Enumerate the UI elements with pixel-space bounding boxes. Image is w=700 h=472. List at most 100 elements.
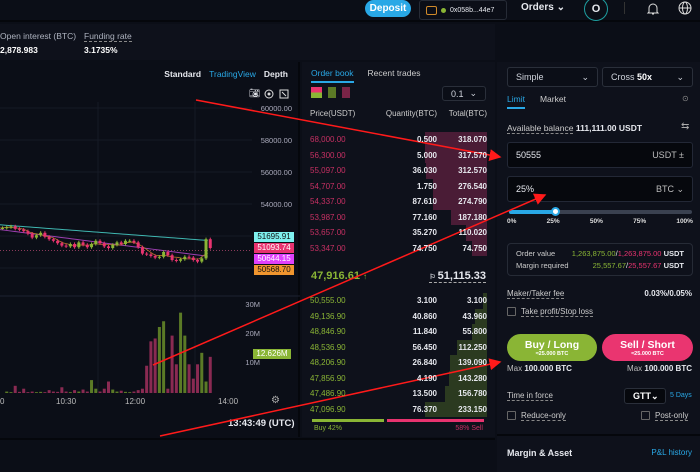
candle <box>200 258 204 262</box>
layout-bids-icon[interactable] <box>328 87 336 98</box>
sell-percent: 58% Sell <box>455 425 483 432</box>
time-in-force-select[interactable]: GTT ⌄ <box>624 388 666 404</box>
post-only-checkbox[interactable]: Post-only <box>641 411 689 421</box>
quantity: 5.000 <box>416 150 437 160</box>
slider-label[interactable]: 0% <box>507 218 517 225</box>
fee-label[interactable]: Maker/Taker fee <box>507 289 565 299</box>
tif-days-link[interactable]: 5 Days <box>670 392 692 399</box>
info-icon[interactable]: ⊙ <box>682 94 689 103</box>
layout-both-icon[interactable] <box>311 87 322 98</box>
price: 49,136.90 <box>310 311 346 321</box>
bid-row[interactable]: 47,856.90 4.190 143.280 <box>302 370 495 386</box>
chevron-down-icon: ⌄ <box>676 71 684 82</box>
volume-bar <box>39 391 43 393</box>
time-tick: 14:00 <box>218 397 239 406</box>
candle <box>34 235 38 238</box>
time-in-force-label[interactable]: Time in force <box>507 391 553 401</box>
funding-rate-label[interactable]: Funding rate <box>84 31 132 42</box>
bid-row[interactable]: 49,136.90 40.860 43.960 <box>302 308 495 324</box>
candle <box>157 256 161 258</box>
tab-order-book[interactable]: Order book <box>311 68 354 83</box>
bid-row[interactable]: 48,536.90 56.450 112.250 <box>302 339 495 355</box>
candle <box>170 255 174 260</box>
chart-settings-icon[interactable]: ⚙ <box>271 395 280 406</box>
buy-long-button[interactable]: Buy / Long ≈25.000 BTC <box>507 334 597 361</box>
ask-row[interactable]: 53,657.00 35.270 110.020 <box>302 225 495 241</box>
bid-row[interactable]: 50,555.00 3.100 3.100 <box>302 293 495 309</box>
volume-bar <box>115 391 119 393</box>
candle <box>162 252 166 257</box>
bid-row[interactable]: 48,846.90 11.840 55.800 <box>302 324 495 340</box>
camera-icon[interactable]: 📷︎ <box>249 88 261 98</box>
tab-market[interactable]: Market <box>539 94 566 104</box>
bottom-panel <box>0 438 495 472</box>
bid-row[interactable]: 47,096.90 76.370 233.150 <box>302 401 495 417</box>
ask-row[interactable]: 55,097.00 36.030 312.570 <box>302 163 495 179</box>
orders-menu[interactable]: Orders ⌄ <box>521 2 565 13</box>
sell-short-button[interactable]: Sell / Short ≈25.000 BTC <box>602 334 693 361</box>
bell-icon[interactable] <box>646 1 660 16</box>
plus-minus-icon[interactable]: ± <box>679 150 684 160</box>
price-input[interactable]: 50555 USDT ± <box>507 142 693 168</box>
reduce-only-checkbox[interactable]: Reduce-only <box>507 411 566 421</box>
last-price: 47,916.61 <box>311 270 360 282</box>
header-price: Price(USDT) <box>310 109 356 118</box>
bid-row[interactable]: 48,206.90 26.840 139.090 <box>302 355 495 371</box>
wallet-button[interactable]: 0x058b...44e7 <box>419 0 507 20</box>
pnl-history-link[interactable]: P&L history <box>651 448 692 457</box>
sell-ratio <box>387 419 484 422</box>
step-select[interactable]: 0.1 ⌄ <box>442 86 486 101</box>
mark-price[interactable]: ⚐ 51,115.33 <box>429 270 486 283</box>
slider-label[interactable]: 25% <box>546 218 560 225</box>
volume-bar <box>187 364 191 393</box>
total: 74.750 <box>462 243 487 253</box>
slider-label[interactable]: 100% <box>676 218 693 225</box>
bid-row[interactable]: 47,486.90 13.500 156.780 <box>302 386 495 402</box>
ask-row[interactable]: 53,347.00 74.750 74.750 <box>302 240 495 256</box>
view-tradingview[interactable]: TradingView <box>209 69 256 79</box>
tpsl-checkbox[interactable]: Take profit/Stop loss <box>507 307 594 317</box>
ask-row[interactable]: 53,987.00 77.160 187.180 <box>302 209 495 225</box>
view-depth[interactable]: Depth <box>263 69 288 79</box>
slider-handle[interactable] <box>550 207 560 216</box>
candle <box>191 257 195 260</box>
layout-asks-icon[interactable] <box>342 87 350 98</box>
ask-row[interactable]: 56,300.00 5.000 317.570 <box>302 147 495 163</box>
tab-limit[interactable]: Limit <box>507 94 525 109</box>
max-sell: 100.000 BTC <box>644 364 692 373</box>
margin-required-label: Margin required <box>516 261 569 270</box>
view-standard[interactable]: Standard <box>164 69 202 79</box>
slider-label[interactable]: 75% <box>633 218 647 225</box>
ask-row[interactable]: 68,000.00 0.500 318.070 <box>302 132 495 148</box>
transfer-icon[interactable]: ⇆ <box>681 121 690 132</box>
volume-bar <box>43 392 47 393</box>
price: 54,707.00 <box>310 181 346 191</box>
mode-select[interactable]: Simple ⌄ <box>507 67 598 87</box>
total: 318.070 <box>458 135 487 145</box>
utc-clock: 13:43:49 (UTC) <box>228 418 295 429</box>
slider-label[interactable]: 50% <box>589 218 603 225</box>
ask-row[interactable]: 54,707.00 1.750 276.540 <box>302 178 495 194</box>
price: 47,856.90 <box>310 373 346 383</box>
tab-recent-trades[interactable]: Recent trades <box>367 68 421 78</box>
market-stats: Open interest (BTC) 2,878.983 Funding ra… <box>0 24 495 60</box>
avatar[interactable]: O <box>584 0 608 21</box>
candle <box>149 254 153 256</box>
ask-row[interactable]: 54,337.00 87.610 274.790 <box>302 194 495 210</box>
candle <box>68 244 72 247</box>
size-slider[interactable] <box>509 207 692 216</box>
margin-mode-select[interactable]: Cross 50x ⌄ <box>602 67 693 87</box>
available-balance-label[interactable]: Available balance <box>507 123 574 134</box>
settings-icon[interactable] <box>264 89 274 99</box>
size-input[interactable]: 25% BTC ⌄ <box>507 176 693 202</box>
volume-bar <box>174 364 178 393</box>
fullscreen-icon[interactable] <box>279 89 289 99</box>
globe-icon[interactable] <box>678 1 692 15</box>
chevron-down-icon: ⌄ <box>651 390 659 401</box>
arrow-up-icon: ↑ <box>363 272 367 281</box>
volume-bar <box>77 391 81 393</box>
volume-bar <box>204 381 208 393</box>
deposit-button[interactable]: Deposit <box>365 0 411 17</box>
chevron-down-icon[interactable]: ⌄ <box>676 183 684 194</box>
price-chart[interactable]: Standard TradingView Depth 📷︎ 60000.00 5… <box>0 62 300 437</box>
